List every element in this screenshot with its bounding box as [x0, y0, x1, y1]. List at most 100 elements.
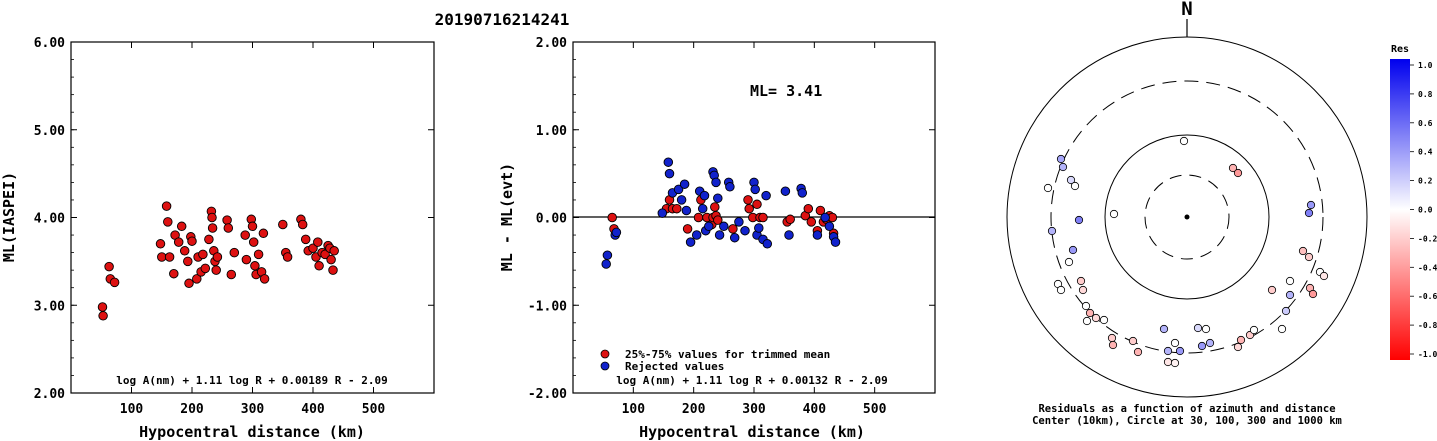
panel2-point — [803, 203, 814, 214]
panel1-point — [222, 215, 232, 225]
panel2-point — [713, 193, 723, 203]
station-marker — [1109, 209, 1119, 219]
panel1-point — [258, 228, 269, 239]
station-marker — [1308, 289, 1318, 299]
map-caption-2: Center (10km), Circle at 30, 100, 300 an… — [1032, 415, 1342, 427]
legend-red-marker — [600, 349, 610, 359]
panel2-point — [685, 237, 696, 247]
panel1-ylabel: ML(IASPEI) — [0, 172, 18, 262]
panel2-xtick-label: 200 — [682, 402, 706, 417]
station-marker — [1193, 323, 1203, 333]
chart-title: 20190716214241 — [435, 10, 570, 29]
panel1-point — [278, 219, 288, 230]
panel2-point — [602, 250, 613, 260]
panel2-point — [611, 227, 622, 238]
legend-blue-marker — [600, 361, 610, 371]
panel2-point — [785, 214, 795, 225]
panel1-xtick-label: 100 — [120, 402, 144, 417]
colorbar-tick-label: 0.4 — [1418, 148, 1433, 157]
panel1-point — [297, 219, 308, 230]
panel1-point — [204, 234, 214, 245]
colorbar-tick-label: -0.4 — [1418, 263, 1437, 272]
panel1-point — [247, 221, 258, 232]
north-label: N — [1181, 0, 1192, 20]
panel1-point — [98, 311, 108, 321]
station-marker — [1233, 168, 1243, 178]
panel2-ticks: 100 200 300 400 500 2.00 1.00 0.00 -1.00 -2.00 — [528, 36, 935, 417]
station-marker — [1082, 316, 1092, 326]
colorbar-tick-label: 0.0 — [1418, 206, 1433, 215]
colorbar-tick-label: -0.2 — [1418, 234, 1437, 243]
panel2-point — [754, 223, 764, 233]
panel1-point — [157, 252, 167, 262]
panel1-point — [97, 302, 108, 312]
panel2-ytick-label: -1.00 — [528, 299, 567, 314]
panel2-ytick-label: 2.00 — [536, 36, 567, 51]
panel2-point — [673, 184, 684, 195]
panel2-point — [815, 205, 826, 216]
panel1-point — [212, 252, 223, 262]
panel1-point — [187, 236, 197, 246]
panel2-point — [812, 230, 823, 240]
colorbar-tick-label: 0.2 — [1418, 177, 1433, 186]
epicenter-dot — [1184, 214, 1190, 220]
panel1-point — [320, 249, 330, 260]
station-marker — [1285, 290, 1295, 300]
station-marker — [1306, 200, 1316, 210]
panel1-point — [300, 234, 311, 245]
station-marker — [1056, 154, 1066, 164]
panel1-point — [184, 278, 194, 289]
station-marker — [1133, 347, 1143, 357]
panel2-point — [750, 184, 760, 195]
panel2-point — [704, 221, 714, 232]
station-marker — [1170, 358, 1180, 368]
panel2-point — [830, 237, 841, 247]
panel2-point — [682, 224, 693, 234]
legend-red-label: 25%-75% values for trimmed mean — [625, 348, 830, 361]
panel1-point — [326, 254, 336, 265]
panel2-point — [710, 202, 720, 212]
station-marker — [1070, 181, 1080, 191]
panel2-point — [734, 217, 744, 227]
station-marker — [1074, 215, 1084, 225]
panel1-point — [250, 261, 260, 271]
station-marker — [1319, 271, 1329, 281]
colorbar-tick-label: -0.8 — [1418, 321, 1437, 330]
panel2-xtick-label: 400 — [803, 402, 827, 417]
panel1-point — [192, 274, 202, 284]
panel1-xtick-label: 300 — [241, 402, 265, 417]
panel2-point — [758, 212, 768, 223]
panel2-xtick-label: 300 — [742, 402, 766, 417]
panel1-point — [198, 249, 208, 260]
panel1-point — [109, 277, 120, 288]
panel1-point — [211, 265, 221, 275]
panel1-point — [229, 247, 240, 258]
station-marker — [1159, 324, 1169, 334]
station-marker — [1068, 245, 1078, 255]
panel2-point — [725, 182, 735, 192]
panel2-point — [663, 157, 674, 167]
station-marker — [1047, 226, 1057, 236]
station-marker — [1249, 325, 1259, 335]
panel2-point — [607, 212, 617, 223]
panel2-ylabel: ML - ML(evt) — [498, 163, 516, 271]
station-marker — [1170, 338, 1180, 348]
colorbar-tick-label: -0.6 — [1418, 292, 1437, 301]
station-marker — [1304, 208, 1314, 218]
station-marker — [1078, 285, 1088, 295]
station-marker — [1304, 252, 1314, 262]
panel2-point — [672, 203, 682, 214]
panel2-xtick-label: 100 — [622, 402, 646, 417]
panel1-point — [282, 252, 293, 262]
panel1-xtick-label: 400 — [301, 402, 325, 417]
panel1-point — [155, 239, 166, 249]
panel2-point — [664, 168, 675, 179]
panel2-point — [728, 224, 738, 234]
station-marker — [1064, 257, 1074, 267]
station-marker — [1128, 336, 1138, 346]
panel1-point — [248, 237, 259, 247]
panel2-point — [657, 208, 668, 218]
panel2-point — [676, 195, 687, 205]
panel1-point — [241, 254, 252, 265]
